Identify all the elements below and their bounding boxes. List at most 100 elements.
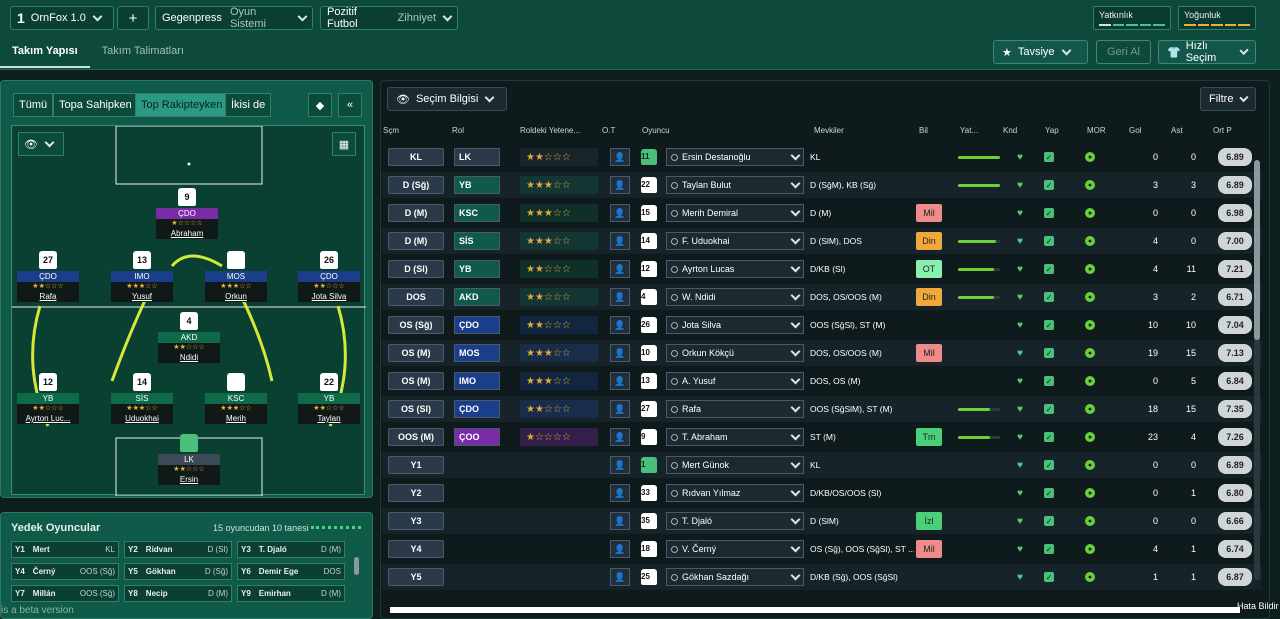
table-row[interactable]: OS (M) MOS ★★★☆☆ 👤 10 Orkun Kökçü DOS, O… — [382, 340, 1262, 366]
person-icon[interactable]: 👤 — [610, 288, 630, 306]
pitch-player[interactable]: 27 ÇDO ★★☆☆☆ Rafa — [17, 251, 79, 302]
column-header[interactable]: Rol — [452, 126, 465, 135]
player-select[interactable]: W. Ndidi — [666, 288, 804, 306]
position-select[interactable]: D (Sğ) — [388, 176, 444, 194]
player-select[interactable]: Rıdvan Yılmaz — [666, 484, 804, 502]
table-row[interactable]: OS (M) IMO ★★★☆☆ 👤 13 A. Yusuf DOS, OS (… — [382, 368, 1262, 394]
player-select[interactable]: Ersin Destanoğlu — [666, 148, 804, 166]
table-row[interactable]: D (Sl) YB ★★☆☆☆ 👤 12 Ayrton Lucas D/KB (… — [382, 256, 1262, 282]
person-icon[interactable]: 👤 — [610, 344, 630, 362]
horizontal-scrollbar[interactable] — [390, 607, 1240, 613]
position-select[interactable]: OS (M) — [388, 344, 444, 362]
table-row[interactable]: D (M) KSC ★★★☆☆ 👤 15 Merih Demiral D (M)… — [382, 200, 1262, 226]
person-icon[interactable]: 👤 — [610, 148, 630, 166]
bench-player[interactable]: Y8 Necip D (M) — [124, 585, 232, 602]
table-row[interactable]: DOS AKD ★★☆☆☆ 👤 4 W. Ndidi DOS, OS/OOS (… — [382, 284, 1262, 310]
role-select[interactable]: IMO — [454, 372, 500, 390]
tab-team-structure[interactable]: Takım Yapısı — [0, 38, 90, 68]
player-select[interactable]: Mert Günok — [666, 456, 804, 474]
mentality-selector[interactable]: Pozitif Futbol Zihniyet — [320, 6, 458, 30]
table-row[interactable]: D (Sğ) YB ★★★☆☆ 👤 22 Taylan Bulut D (SğM… — [382, 172, 1262, 198]
pitch-player[interactable]: 22 YB ★★☆☆☆ Taylan — [298, 373, 360, 424]
pitch-player[interactable]: 9 ÇDO ★☆☆☆☆ Abraham — [156, 188, 218, 239]
bench-player[interactable]: Y5 Gökhan D (Sğ) — [124, 563, 232, 580]
player-select[interactable]: V. Černý — [666, 540, 804, 558]
table-row[interactable]: OOS (M) ÇOO ★☆☆☆☆ 👤 9 T. Abraham ST (M) … — [382, 424, 1262, 450]
filter-both[interactable]: İkisi de — [225, 93, 272, 117]
role-select[interactable]: SİS — [454, 232, 500, 250]
tactic-selector[interactable]: 1 OrnFox 1.0 — [10, 6, 114, 30]
pitch-player[interactable]: LK ★★☆☆☆ Ersin — [158, 434, 220, 485]
player-select[interactable]: Rafa — [666, 400, 804, 418]
position-select[interactable]: KL — [388, 148, 444, 166]
player-select[interactable]: T. Abraham — [666, 428, 804, 446]
person-icon[interactable]: 👤 — [610, 204, 630, 222]
player-select[interactable]: Jota Silva — [666, 316, 804, 334]
column-header[interactable]: Bil — [919, 126, 928, 135]
person-icon[interactable]: 👤 — [610, 484, 630, 502]
suggest-button[interactable]: ★ Tavsiye — [993, 40, 1088, 64]
column-header[interactable]: Oyuncu — [642, 126, 670, 135]
column-header[interactable]: Knd — [1003, 126, 1018, 135]
table-row[interactable]: Y2 👤 33 Rıdvan Yılmaz D/KB/OS/OOS (Sl) ♥… — [382, 480, 1262, 506]
pitch-player[interactable]: 13 IMO ★★★☆☆ Yusuf — [111, 251, 173, 302]
person-icon[interactable]: 👤 — [610, 232, 630, 250]
column-header[interactable]: Gol — [1129, 126, 1142, 135]
player-select[interactable]: A. Yusuf — [666, 372, 804, 390]
column-header[interactable]: Yap — [1045, 126, 1059, 135]
table-row[interactable]: KL LK ★★☆☆☆ 👤 11 Ersin Destanoğlu KL ♥ ✓… — [382, 144, 1262, 170]
pitch-player[interactable]: MOS ★★★☆☆ Orkun — [205, 251, 267, 302]
table-row[interactable]: D (M) SİS ★★★☆☆ 👤 14 F. Uduokhai D (SlM)… — [382, 228, 1262, 254]
add-tactic-button[interactable]: + — [117, 6, 149, 30]
person-icon[interactable]: 👤 — [610, 512, 630, 530]
column-header[interactable]: Ast — [1171, 126, 1183, 135]
position-select[interactable]: OS (Sl) — [388, 400, 444, 418]
pitch-player[interactable]: 26 ÇDO ★★☆☆☆ Jota Silva — [298, 251, 360, 302]
position-select[interactable]: D (M) — [388, 232, 444, 250]
tab-team-instructions[interactable]: Takım Talimatları — [101, 45, 184, 57]
role-select[interactable]: AKD — [454, 288, 500, 306]
position-select[interactable]: Y4 — [388, 540, 444, 558]
quick-select-button[interactable]: 👕 Hızlı Seçim — [1158, 40, 1256, 64]
person-icon[interactable]: 👤 — [610, 316, 630, 334]
pitch-player[interactable]: KSC ★★★☆☆ Merih — [205, 373, 267, 424]
person-icon[interactable]: 👤 — [610, 428, 630, 446]
position-select[interactable]: D (Sl) — [388, 260, 444, 278]
player-select[interactable]: Merih Demiral — [666, 204, 804, 222]
player-select[interactable]: Orkun Kökçü — [666, 344, 804, 362]
pitch-player[interactable]: 12 YB ★★☆☆☆ Ayrton Luc... — [17, 373, 79, 424]
person-icon[interactable]: 👤 — [610, 456, 630, 474]
role-select[interactable]: MOS — [454, 344, 500, 362]
view-toggle[interactable]: 👁 — [18, 132, 64, 156]
role-select[interactable]: LK — [454, 148, 500, 166]
table-scrollbar[interactable] — [1254, 160, 1260, 580]
filter-button[interactable]: Filtre — [1200, 87, 1256, 111]
table-row[interactable]: Y5 👤 25 Gökhan Sazdağı D/KB (Sğ), OOS (S… — [382, 564, 1262, 590]
selection-info-button[interactable]: 👁 Seçim Bilgisi — [387, 87, 507, 111]
filter-all[interactable]: Tümü — [13, 93, 54, 117]
table-row[interactable]: OS (Sl) ÇDO ★★☆☆☆ 👤 27 Rafa OOS (SğSlM),… — [382, 396, 1262, 422]
bench-player[interactable]: Y9 Emirhan D (M) — [237, 585, 345, 602]
player-select[interactable]: Ayrton Lucas — [666, 260, 804, 278]
role-select[interactable]: YB — [454, 176, 500, 194]
column-header[interactable]: Sçm — [383, 126, 399, 135]
person-icon[interactable]: 👤 — [610, 176, 630, 194]
collapse-icon[interactable]: « — [338, 93, 362, 117]
role-select[interactable]: ÇDO — [454, 400, 500, 418]
position-select[interactable]: Y1 — [388, 456, 444, 474]
person-icon[interactable]: 👤 — [610, 260, 630, 278]
position-select[interactable]: OOS (M) — [388, 428, 444, 446]
column-header[interactable]: Yat... — [960, 126, 979, 135]
table-row[interactable]: Y4 👤 18 V. Černý OS (Sğ), OOS (SğSl), ST… — [382, 536, 1262, 562]
role-select[interactable]: KSC — [454, 204, 500, 222]
bench-scrollbar[interactable] — [354, 557, 359, 575]
diamond-icon[interactable]: ◆ — [308, 93, 332, 117]
table-row[interactable]: Y3 👤 35 T. Djaló D (SlM) İzl ♥ ✓ ● 0 0 6… — [382, 508, 1262, 534]
column-header[interactable]: Ort P — [1213, 126, 1232, 135]
position-select[interactable]: Y3 — [388, 512, 444, 530]
pitch-player[interactable]: 4 AKD ★★☆☆☆ Ndidi — [158, 312, 220, 363]
filter-in-possession[interactable]: Topa Sahipken — [53, 93, 138, 117]
role-select[interactable]: ÇOO — [454, 428, 500, 446]
player-select[interactable]: F. Uduokhai — [666, 232, 804, 250]
column-header[interactable]: MOR — [1087, 126, 1106, 135]
